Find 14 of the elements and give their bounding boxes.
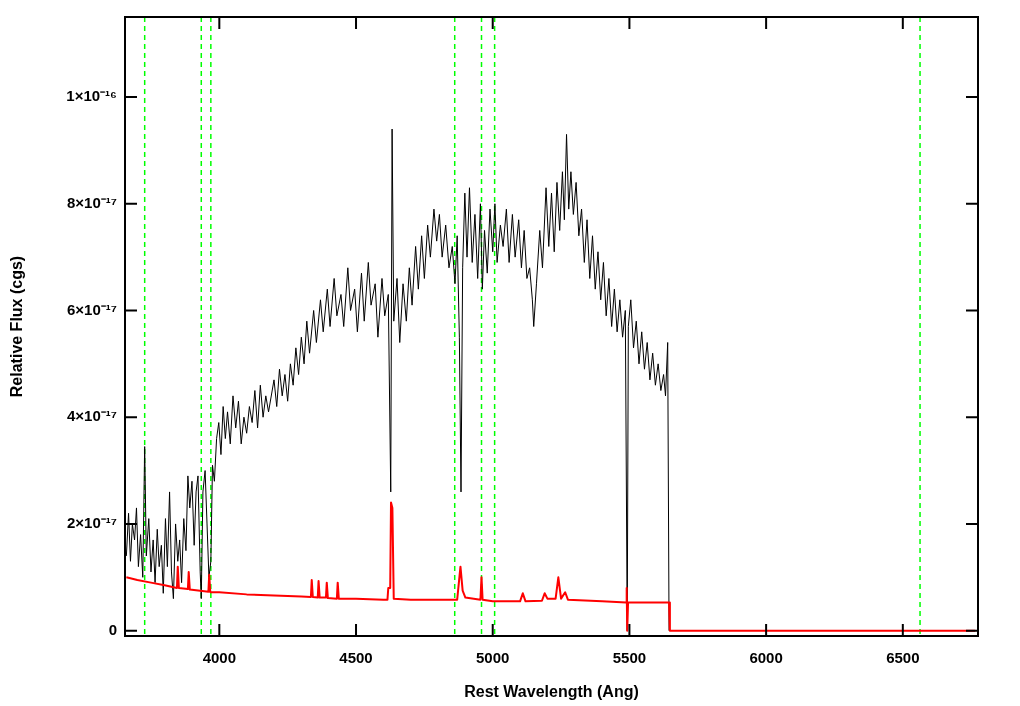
y-tick-label: 6×10⁻¹⁷ (67, 300, 117, 318)
y-tick-label: 0 (108, 620, 117, 638)
y-axis-title: Relative Flux (cgs) (8, 255, 26, 398)
y-tick-label: 8×10⁻¹⁷ (67, 193, 117, 211)
x-tick-label: 6500 (886, 649, 920, 667)
x-tick-label: 4500 (339, 649, 373, 667)
y-tick-label: 4×10⁻¹⁷ (67, 407, 117, 425)
x-tick-label: 5500 (612, 649, 647, 667)
y-tick-label: 2×10⁻¹⁷ (67, 514, 117, 532)
x-tick-label: 4000 (202, 649, 237, 667)
x-axis-title: Rest Wavelength (Ang) (464, 682, 639, 700)
x-tick-label: 5000 (476, 649, 510, 667)
y-tick-label: 1×10⁻¹⁶ (66, 87, 117, 105)
x-tick-label: 6000 (749, 649, 783, 667)
